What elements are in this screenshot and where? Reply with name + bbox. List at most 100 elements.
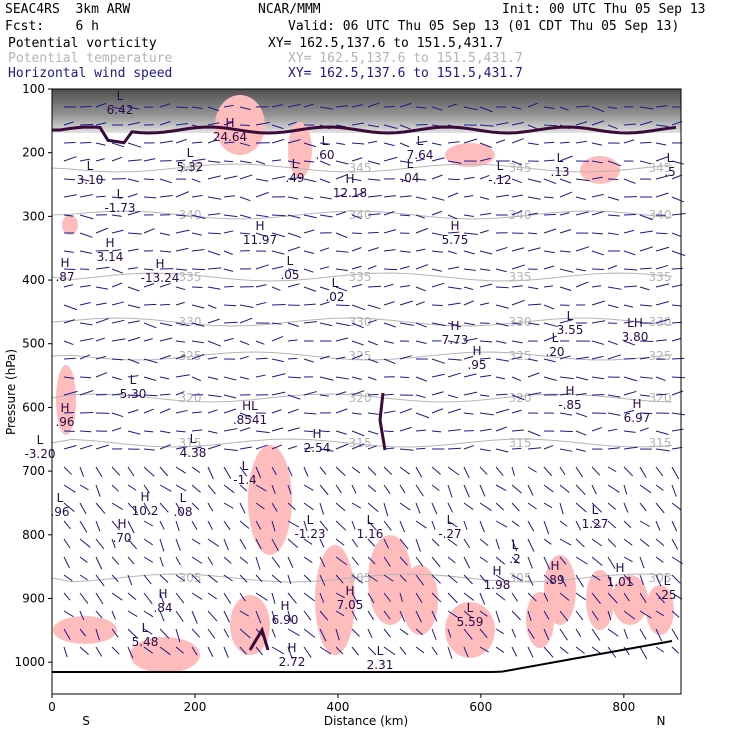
wind-vector (351, 520, 356, 530)
wind-vector (303, 628, 316, 638)
wind-vector (335, 391, 347, 396)
wind-vector (223, 121, 234, 126)
extremum-value: 1.27 (582, 517, 609, 531)
wind-vector (367, 520, 377, 531)
wind-vector (271, 466, 277, 476)
wind-vector (383, 322, 397, 328)
wind-vector (479, 174, 490, 180)
wind-vector (143, 408, 154, 414)
wind-vector (63, 121, 74, 126)
plot-frame (51, 88, 682, 695)
wind-vector (175, 374, 190, 378)
extremum-type: H (550, 559, 559, 573)
wind-vector (303, 196, 314, 200)
wind-vector (431, 358, 446, 364)
wind-vector (543, 358, 556, 363)
wind-vector (239, 340, 250, 346)
wind-vector (607, 556, 616, 570)
wind-vector (351, 430, 365, 437)
wind-vector (543, 196, 554, 199)
wind-vector (95, 646, 103, 657)
wind-vector (95, 302, 107, 306)
wind-vector (559, 430, 573, 433)
extremum-value: .08 (173, 505, 192, 519)
wind-vector (655, 264, 669, 270)
wind-vector (607, 574, 613, 588)
wind-vector (79, 484, 89, 491)
wind-vector (383, 610, 391, 620)
wind-vector (335, 356, 346, 360)
extremum-type: L (552, 331, 559, 345)
wind-vector (367, 319, 377, 324)
wind-vector (127, 484, 137, 491)
wind-vector (287, 484, 292, 495)
wind-vector (543, 628, 550, 640)
pv-contours-layer (51, 125, 677, 651)
wind-vector (95, 520, 101, 532)
wind-vector (367, 628, 373, 639)
wind-vector (639, 214, 653, 221)
extremum-value: 3.55 (557, 323, 584, 337)
wind-vector (607, 286, 622, 290)
wind-vector (671, 357, 685, 360)
wind-vector (671, 610, 680, 618)
wind-vector (175, 159, 186, 162)
wind-vector (671, 502, 682, 511)
wind-vector (191, 429, 203, 432)
wind-vector (319, 142, 331, 145)
wind-vector (399, 628, 409, 636)
wind-vector (383, 301, 395, 306)
wind-vector (463, 373, 477, 378)
wind-vector (591, 176, 603, 180)
wind-vector (575, 246, 590, 252)
wind-vector (271, 175, 286, 180)
wind-vector (575, 628, 582, 638)
theta-contour (51, 573, 673, 583)
wind-vector (399, 355, 412, 360)
wind-vector (239, 574, 248, 583)
wind-vector (303, 412, 317, 415)
wind-vector (479, 412, 494, 416)
extremum-value: 3.80 (622, 330, 649, 344)
extremum-type: L (407, 157, 414, 171)
wind-vector (463, 538, 471, 549)
wind-vector (175, 229, 190, 234)
wind-vector (367, 430, 379, 435)
wind-vector (671, 174, 683, 180)
extremum-value: 5.30 (120, 387, 147, 401)
wind-vector (559, 155, 573, 162)
theta-contour-label: 345 (509, 161, 532, 175)
wind-vector (159, 232, 171, 236)
wind-vector (655, 393, 667, 396)
wind-vector (207, 139, 218, 144)
wind-vector (383, 268, 398, 271)
wind-vector (287, 121, 297, 126)
wind-vector (111, 646, 120, 655)
wind-vector (575, 211, 589, 216)
wind-vector (175, 466, 186, 474)
wind-vector (399, 285, 411, 288)
extremum-type: LH (627, 316, 643, 330)
wind-vector (543, 265, 555, 270)
extremum-type: H (117, 517, 126, 531)
wind-vector (255, 357, 268, 360)
wind-vector (639, 427, 649, 432)
wind-vector (319, 556, 326, 568)
wind-vector (623, 178, 636, 184)
wind-vector (655, 156, 669, 162)
wind-vector (175, 247, 189, 252)
wind-vector (207, 304, 217, 309)
wind-vector (207, 646, 214, 657)
wind-vector (63, 484, 76, 493)
wind-vector (287, 408, 299, 414)
wind-vector (671, 428, 684, 432)
legend-pv-name: Potential vorticity (8, 36, 157, 51)
y-tick-label: 600 (22, 400, 45, 414)
wind-vector (415, 412, 430, 419)
wind-vector (559, 466, 566, 476)
wind-vector (95, 227, 108, 234)
wind-vector (271, 232, 286, 238)
wind-vector (463, 502, 474, 510)
theta-contour-label: 345 (349, 161, 372, 175)
x-axis: 0 200 400 600 800 (48, 694, 635, 714)
